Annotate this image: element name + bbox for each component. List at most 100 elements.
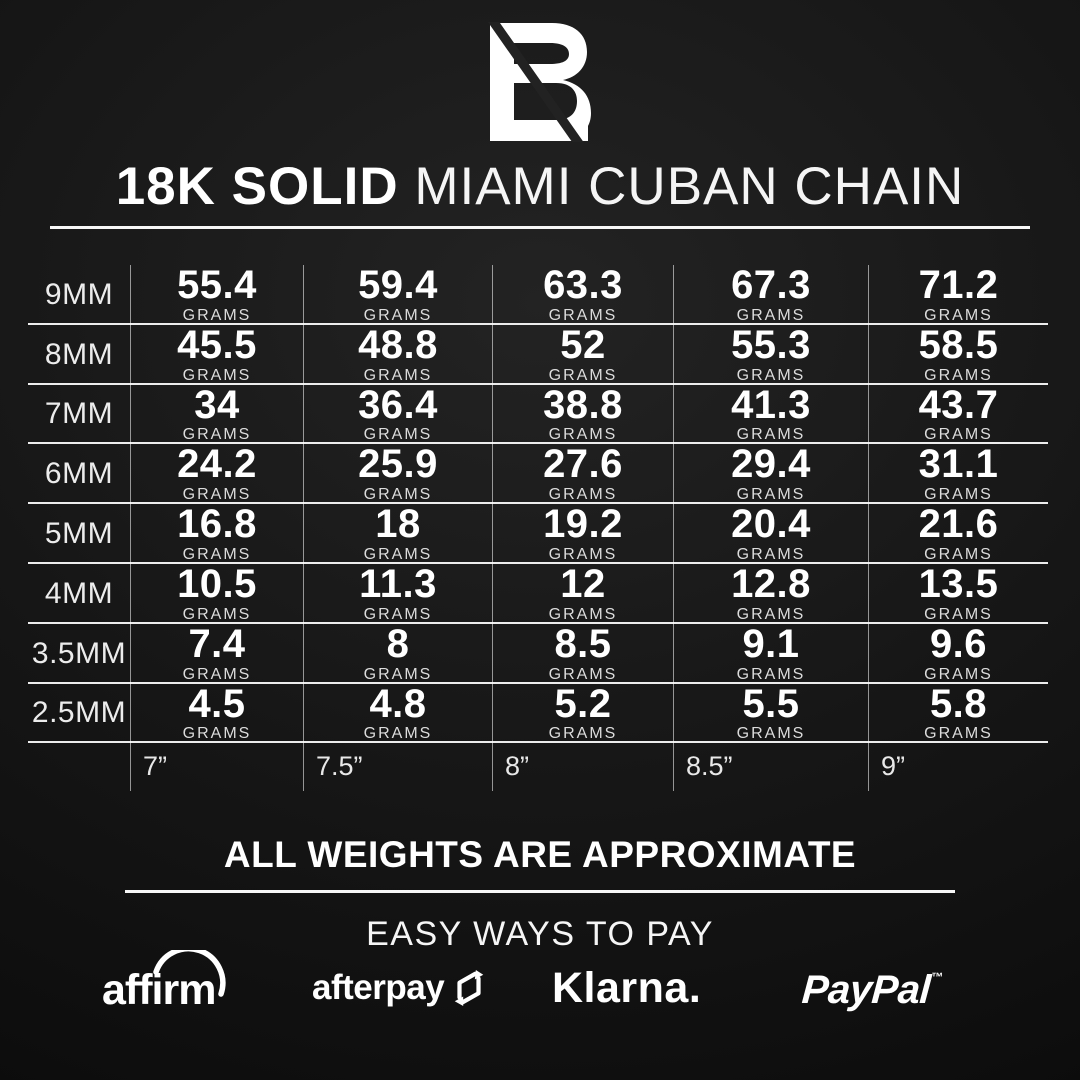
- weight-unit-label: GRAMS: [924, 306, 993, 324]
- weight-value: 59.4: [358, 263, 438, 307]
- weight-unit-label: GRAMS: [363, 426, 433, 444]
- weight-value: 8.5: [554, 621, 612, 666]
- brand-logo: [0, 22, 1080, 142]
- weight-unit-label: GRAMS: [924, 426, 993, 444]
- row-size-label: 9MM: [44, 277, 114, 311]
- afterpay-wordmark: afterpay: [312, 968, 445, 1007]
- weight-unit-label: GRAMS: [548, 725, 618, 743]
- weight-unit-label: GRAMS: [182, 366, 252, 384]
- weight-value: 5.8: [929, 681, 988, 726]
- weight-unit-label: GRAMS: [736, 486, 806, 504]
- row-size-label: 6MM: [44, 457, 114, 491]
- weight-unit-label: GRAMS: [548, 306, 618, 324]
- weight-value: 20.4: [731, 502, 811, 547]
- disclaimer-text: ALL WEIGHTS ARE APPROXIMATE: [223, 834, 857, 875]
- table-row: 9MM 55.4 GRAMS 59.4 GRAMS 63.3 GRAMS 67.3 GR…: [28, 265, 1048, 325]
- table-row: 3.5MM 7.4 GRAMS 8 GRAMS 8.5 GRAMS 9.1 GRAMS …: [28, 621, 1048, 684]
- length-label: 7.5”: [303, 743, 492, 792]
- row-size-label: 7MM: [44, 397, 114, 431]
- weight-value: 31.1: [918, 442, 999, 487]
- weight-value: 9.6: [929, 621, 988, 666]
- weight-unit-label: GRAMS: [924, 725, 993, 743]
- weight-value: 67.3: [731, 263, 811, 307]
- affirm-logo: affirm: [100, 945, 250, 1021]
- weight-unit-label: GRAMS: [924, 486, 993, 504]
- weight-value: 5.2: [554, 681, 612, 726]
- weight-unit-label: GRAMS: [182, 426, 252, 444]
- weight-unit-label: GRAMS: [182, 725, 252, 743]
- table-row: 8MM 45.5 GRAMS 48.8 GRAMS 52 GRAMS 55.3 GRAM…: [28, 322, 1048, 385]
- weight-value: 24.2: [177, 442, 257, 487]
- paypal-wordmark: PayPal: [800, 968, 932, 1012]
- row-size-label: 4MM: [44, 576, 114, 610]
- affirm-arc-icon: [153, 945, 226, 997]
- weight-unit-label: GRAMS: [182, 486, 252, 504]
- weight-unit-label: GRAMS: [736, 426, 806, 444]
- weight-unit-label: GRAMS: [548, 545, 618, 563]
- length-label: 8.5”: [673, 743, 868, 792]
- weight-value: 25.9: [358, 442, 438, 487]
- weight-value: 29.4: [731, 442, 811, 487]
- afterpay-double-arrow-loop-icon: [454, 970, 484, 1006]
- weight-unit-label: GRAMS: [363, 306, 433, 324]
- weight-unit-label: GRAMS: [548, 665, 618, 683]
- row-size-label: 3.5MM: [31, 636, 127, 670]
- weight-value: 58.5: [918, 322, 999, 367]
- weight-unit-label: GRAMS: [363, 725, 433, 743]
- weight-value: 71.2: [918, 263, 999, 307]
- title-light: MIAMI CUBAN CHAIN: [398, 157, 965, 216]
- weight-value: 12: [560, 561, 606, 606]
- weight-value: 36.4: [358, 382, 438, 427]
- klarna-wordmark: Klarna.: [552, 964, 702, 1012]
- weight-value: 55.3: [731, 322, 811, 367]
- weight-value: 9.1: [742, 621, 800, 666]
- lb-monogram-icon: [487, 22, 591, 142]
- weight-unit-label: GRAMS: [736, 605, 806, 623]
- weight-unit-label: GRAMS: [182, 545, 252, 563]
- title-divider: [50, 226, 1030, 229]
- row-size-label: 8MM: [44, 337, 114, 371]
- length-label: 8”: [492, 743, 673, 792]
- weight-unit-label: GRAMS: [182, 605, 252, 623]
- weight-unit-label: GRAMS: [924, 545, 993, 563]
- weight-unit-label: GRAMS: [924, 605, 993, 623]
- weight-value: 12.8: [731, 561, 811, 606]
- weight-value: 34: [194, 382, 240, 427]
- table-row: 2.5MM 4.5 GRAMS 4.8 GRAMS 5.2 GRAMS 5.5 GRAM…: [28, 681, 1048, 744]
- payment-heading: EASY WAYS TO PAY: [366, 915, 714, 953]
- weight-unit-label: GRAMS: [363, 366, 433, 384]
- weight-value: 10.5: [177, 561, 257, 606]
- weight-unit-label: GRAMS: [548, 426, 618, 444]
- weight-unit-label: GRAMS: [548, 366, 618, 384]
- weight-value: 21.6: [918, 502, 999, 547]
- weight-value: 18: [375, 502, 421, 547]
- weight-value: 45.5: [177, 322, 257, 367]
- paypal-logo: PayPal™: [800, 968, 943, 1013]
- weight-unit-label: GRAMS: [736, 725, 806, 743]
- weight-unit-label: GRAMS: [363, 486, 433, 504]
- weight-value: 11.3: [359, 561, 437, 606]
- length-label: 9”: [868, 743, 1048, 792]
- weight-value: 43.7: [918, 382, 999, 427]
- weight-unit-label: GRAMS: [363, 605, 433, 623]
- weight-unit-label: GRAMS: [736, 366, 806, 384]
- table-row: 7MM 34 GRAMS 36.4 GRAMS 38.8 GRAMS 41.3 GRAM…: [28, 382, 1048, 445]
- row-size-label: 5MM: [44, 517, 114, 551]
- table-row: 6MM 24.2 GRAMS 25.9 GRAMS 27.6 GRAMS 29.4 GR…: [28, 442, 1048, 505]
- weight-value: 48.8: [358, 322, 438, 367]
- weight-value: 13.5: [918, 561, 999, 606]
- row-size-label: 2.5MM: [31, 696, 127, 730]
- weight-unit-label: GRAMS: [924, 665, 993, 683]
- weight-value: 7.4: [188, 621, 246, 666]
- weight-value: 63.3: [543, 263, 623, 307]
- weight-unit-label: GRAMS: [736, 545, 806, 563]
- footer-divider: [125, 890, 955, 893]
- weight-unit-label: GRAMS: [548, 486, 618, 504]
- weight-unit-label: GRAMS: [363, 665, 433, 683]
- weight-value: 16.8: [177, 502, 257, 547]
- weight-value: 52: [560, 322, 606, 367]
- weight-unit-label: GRAMS: [182, 306, 252, 324]
- weight-table: 9MM 55.4 GRAMS 59.4 GRAMS 63.3 GRAMS 67.3 GR…: [28, 265, 1048, 792]
- paypal-trademark: ™: [930, 970, 944, 984]
